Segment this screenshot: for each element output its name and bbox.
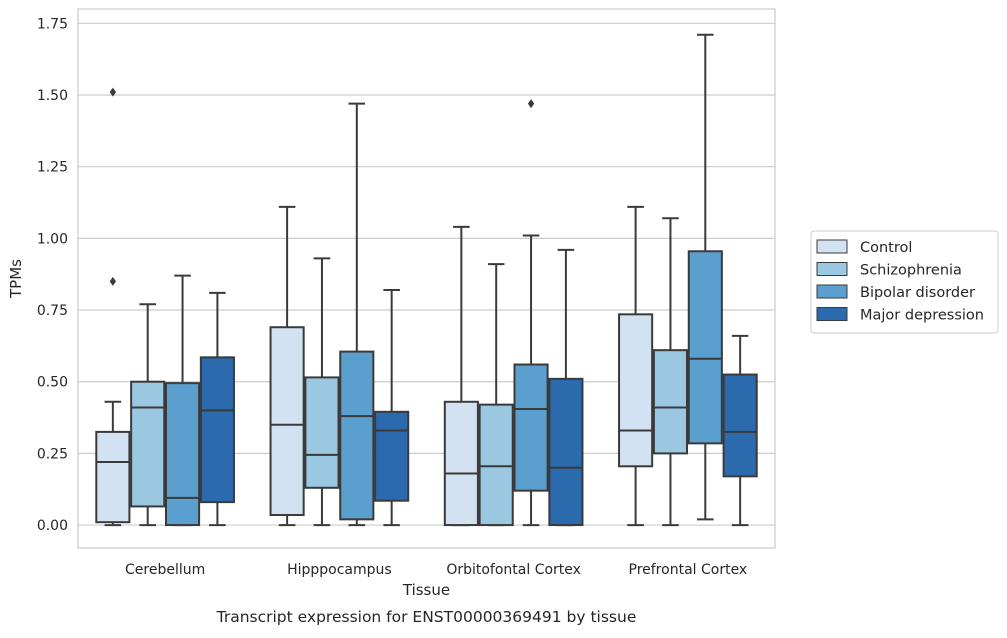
box-body	[374, 410, 410, 502]
box-control	[269, 205, 305, 527]
legend-swatch	[816, 307, 848, 321]
box-body	[199, 356, 235, 504]
box-body	[164, 382, 201, 527]
box-body	[618, 313, 654, 468]
box-body	[339, 350, 375, 521]
box-schizophrenia	[478, 263, 514, 527]
outlier-point	[109, 87, 116, 97]
box-body	[130, 380, 166, 508]
box-body	[687, 250, 723, 445]
boxes	[95, 33, 758, 527]
box-bipolar-disorder	[164, 274, 201, 527]
x-tick-label: Hipppocampus	[287, 562, 392, 578]
box-major-depression	[722, 334, 758, 527]
box-schizophrenia	[130, 303, 166, 527]
legend-item: Major depression	[816, 307, 984, 324]
box-body	[722, 373, 758, 478]
box-body	[304, 376, 340, 489]
x-tick-label: Cerebellum	[125, 562, 205, 578]
y-tick-label: 1.50	[37, 88, 68, 104]
legend: Control Schizophrenia Bipolar disorder Majo…	[810, 230, 999, 334]
legend-item: Control	[816, 239, 912, 256]
legend-item: Bipolar disorder	[816, 284, 975, 301]
legend-label: Control	[860, 240, 912, 256]
box-body	[548, 377, 584, 527]
x-tick-label: Prefrontal Cortex	[629, 562, 748, 578]
box-schizophrenia	[652, 217, 689, 527]
legend-label: Major depression	[860, 308, 984, 324]
outlier-point	[527, 99, 535, 109]
y-tick-labels: 0.00 0.25 0.50 0.75 1.00 1.25 1.50 1.75	[37, 16, 68, 534]
box-body	[95, 430, 131, 524]
legend-swatch	[816, 262, 848, 276]
y-tick-label: 0.25	[37, 446, 68, 462]
y-tick-label: 1.75	[37, 16, 68, 32]
box-control	[443, 225, 479, 527]
y-tick-label: 0.50	[37, 375, 68, 391]
box-body	[269, 326, 305, 517]
legend-swatch	[816, 284, 848, 299]
box-bipolar-disorder	[513, 99, 549, 527]
box-control	[618, 205, 654, 527]
plot-frame	[77, 8, 776, 549]
legend-label: Bipolar disorder	[860, 285, 975, 301]
x-tick-labels: Cerebellum Hipppocampus Orbitofontal Corte…	[125, 562, 747, 578]
y-axis-label: TPMs	[7, 259, 25, 299]
outlier-point	[109, 276, 116, 286]
box-major-depression	[374, 288, 410, 527]
y-tick-label: 1.25	[37, 160, 68, 176]
x-axis-label: Tissue	[402, 581, 450, 599]
legend-frame	[810, 230, 999, 334]
box-bipolar-disorder	[687, 33, 723, 521]
box-control	[95, 87, 131, 527]
box-bipolar-disorder	[339, 102, 375, 527]
box-body	[513, 363, 549, 492]
y-tick-label: 0.75	[37, 303, 68, 319]
box-major-depression	[199, 291, 235, 527]
legend-item: Schizophrenia	[816, 262, 962, 279]
box-major-depression	[548, 248, 584, 527]
legend-label: Schizophrenia	[860, 263, 962, 279]
box-body	[652, 349, 689, 455]
x-tick-label: Orbitofontal Cortex	[446, 562, 581, 578]
box-schizophrenia	[304, 257, 340, 527]
box-body	[478, 403, 514, 527]
chart-caption: Transcript expression for ENST0000036949…	[216, 608, 637, 626]
y-tick-label: 0.00	[37, 518, 68, 534]
legend-swatch	[816, 239, 848, 254]
box-body	[443, 400, 479, 527]
y-tick-label: 1.00	[37, 231, 68, 247]
